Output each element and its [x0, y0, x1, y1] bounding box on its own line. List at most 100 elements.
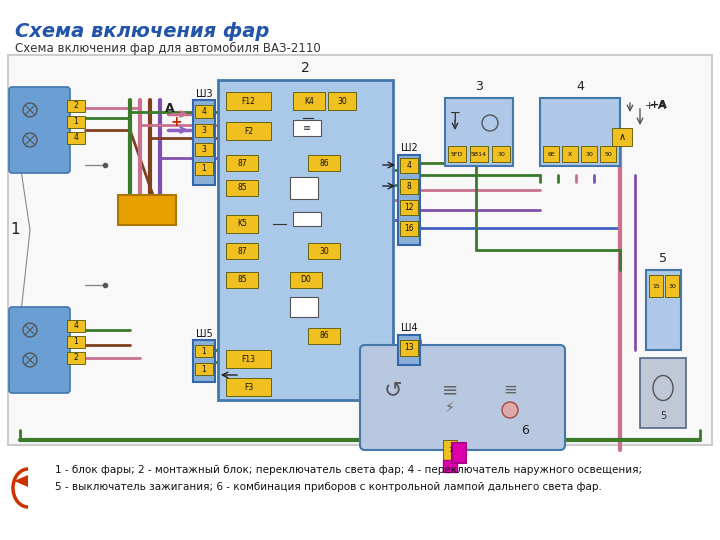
Text: + A: + A — [645, 101, 665, 111]
Text: 5B14: 5B14 — [471, 152, 487, 157]
Text: 50: 50 — [604, 152, 612, 157]
FancyBboxPatch shape — [9, 307, 70, 393]
Bar — [118, 195, 176, 225]
FancyBboxPatch shape — [360, 345, 565, 450]
Bar — [193, 340, 215, 382]
Text: ⚡: ⚡ — [445, 401, 455, 415]
Text: K4: K4 — [304, 97, 314, 105]
Bar — [193, 100, 215, 185]
Text: ∧: ∧ — [618, 132, 626, 142]
Bar — [290, 272, 322, 288]
Text: F3: F3 — [244, 382, 253, 392]
Bar — [308, 155, 340, 171]
Text: Ш3: Ш3 — [196, 89, 212, 99]
Bar — [649, 275, 663, 297]
Bar — [448, 146, 466, 162]
Text: F12: F12 — [242, 97, 256, 105]
Bar — [400, 340, 418, 356]
Bar — [640, 358, 686, 428]
Text: 2: 2 — [73, 102, 78, 111]
Bar — [400, 200, 418, 215]
Bar — [581, 146, 597, 162]
Text: 1 - блок фары; 2 - монтажный блок; переключатель света фар; 4 - переключатель на: 1 - блок фары; 2 - монтажный блок; перек… — [55, 465, 642, 475]
Bar — [543, 146, 559, 162]
Text: 87: 87 — [237, 246, 247, 255]
Text: 3: 3 — [475, 79, 483, 92]
Text: 30: 30 — [337, 97, 347, 105]
Bar — [67, 352, 85, 364]
Bar — [226, 243, 258, 259]
Bar — [562, 146, 578, 162]
Text: 4: 4 — [576, 79, 584, 92]
Bar — [226, 350, 271, 368]
Bar — [540, 98, 620, 166]
Polygon shape — [14, 475, 28, 487]
Text: 5: 5 — [660, 252, 667, 265]
Text: Схема включения фар для автомобиля ВАЗ-2110: Схема включения фар для автомобиля ВАЗ-2… — [15, 42, 320, 55]
Bar — [646, 270, 681, 350]
Bar — [293, 212, 321, 226]
Bar — [226, 155, 258, 171]
Bar — [452, 443, 466, 463]
Text: ≡: ≡ — [503, 381, 517, 399]
Text: 85: 85 — [237, 184, 247, 192]
Text: F13: F13 — [241, 354, 256, 363]
Text: K5: K5 — [237, 219, 247, 228]
Bar — [398, 155, 420, 245]
Bar — [290, 177, 318, 199]
Text: 5: 5 — [660, 411, 666, 421]
Bar — [308, 328, 340, 344]
Bar — [445, 98, 513, 166]
Bar — [67, 336, 85, 348]
Text: 4: 4 — [73, 321, 78, 330]
Text: ↺: ↺ — [384, 380, 402, 400]
Text: 86: 86 — [319, 159, 329, 167]
Text: Ш5: Ш5 — [196, 329, 212, 339]
Bar — [665, 275, 679, 297]
Text: 13: 13 — [404, 343, 414, 353]
Text: 16: 16 — [404, 224, 414, 233]
Text: ≡: ≡ — [303, 123, 311, 133]
Text: 3: 3 — [202, 126, 207, 135]
Text: Ш2: Ш2 — [400, 143, 418, 153]
Text: 30: 30 — [585, 152, 593, 157]
Text: A: A — [165, 102, 175, 114]
Text: 1: 1 — [73, 338, 78, 347]
Text: 2: 2 — [301, 61, 310, 75]
Text: 85: 85 — [237, 275, 247, 285]
Bar — [293, 92, 325, 110]
Text: 5 - выключатель зажигания; 6 - комбинация приборов с контрольной лампой дальнего: 5 - выключатель зажигания; 6 - комбинаци… — [55, 482, 602, 492]
Bar — [195, 345, 213, 357]
FancyBboxPatch shape — [9, 87, 70, 173]
Text: 1: 1 — [202, 364, 207, 374]
Text: 30: 30 — [319, 246, 329, 255]
Bar — [443, 460, 457, 472]
Bar — [226, 122, 271, 140]
Bar — [226, 272, 258, 288]
Bar — [226, 378, 271, 396]
Text: 4: 4 — [202, 107, 207, 116]
Text: D0: D0 — [301, 275, 311, 285]
Bar — [226, 180, 258, 196]
Text: 30: 30 — [497, 152, 505, 157]
Bar — [470, 146, 488, 162]
Bar — [226, 92, 271, 110]
Bar — [293, 120, 321, 136]
Bar — [308, 243, 340, 259]
Circle shape — [502, 402, 518, 418]
Text: T: T — [451, 111, 459, 125]
Bar — [398, 335, 420, 365]
Bar — [492, 146, 510, 162]
Bar — [443, 440, 457, 460]
Text: 1: 1 — [202, 164, 207, 173]
Bar — [600, 146, 616, 162]
Text: Ш4: Ш4 — [401, 323, 418, 333]
Bar — [195, 143, 213, 156]
Text: 1: 1 — [10, 222, 19, 238]
Bar — [195, 363, 213, 375]
Text: 6: 6 — [521, 423, 529, 436]
Text: 1: 1 — [202, 347, 207, 355]
Bar — [67, 100, 85, 112]
Text: 4: 4 — [73, 133, 78, 143]
Text: F2: F2 — [244, 126, 253, 136]
